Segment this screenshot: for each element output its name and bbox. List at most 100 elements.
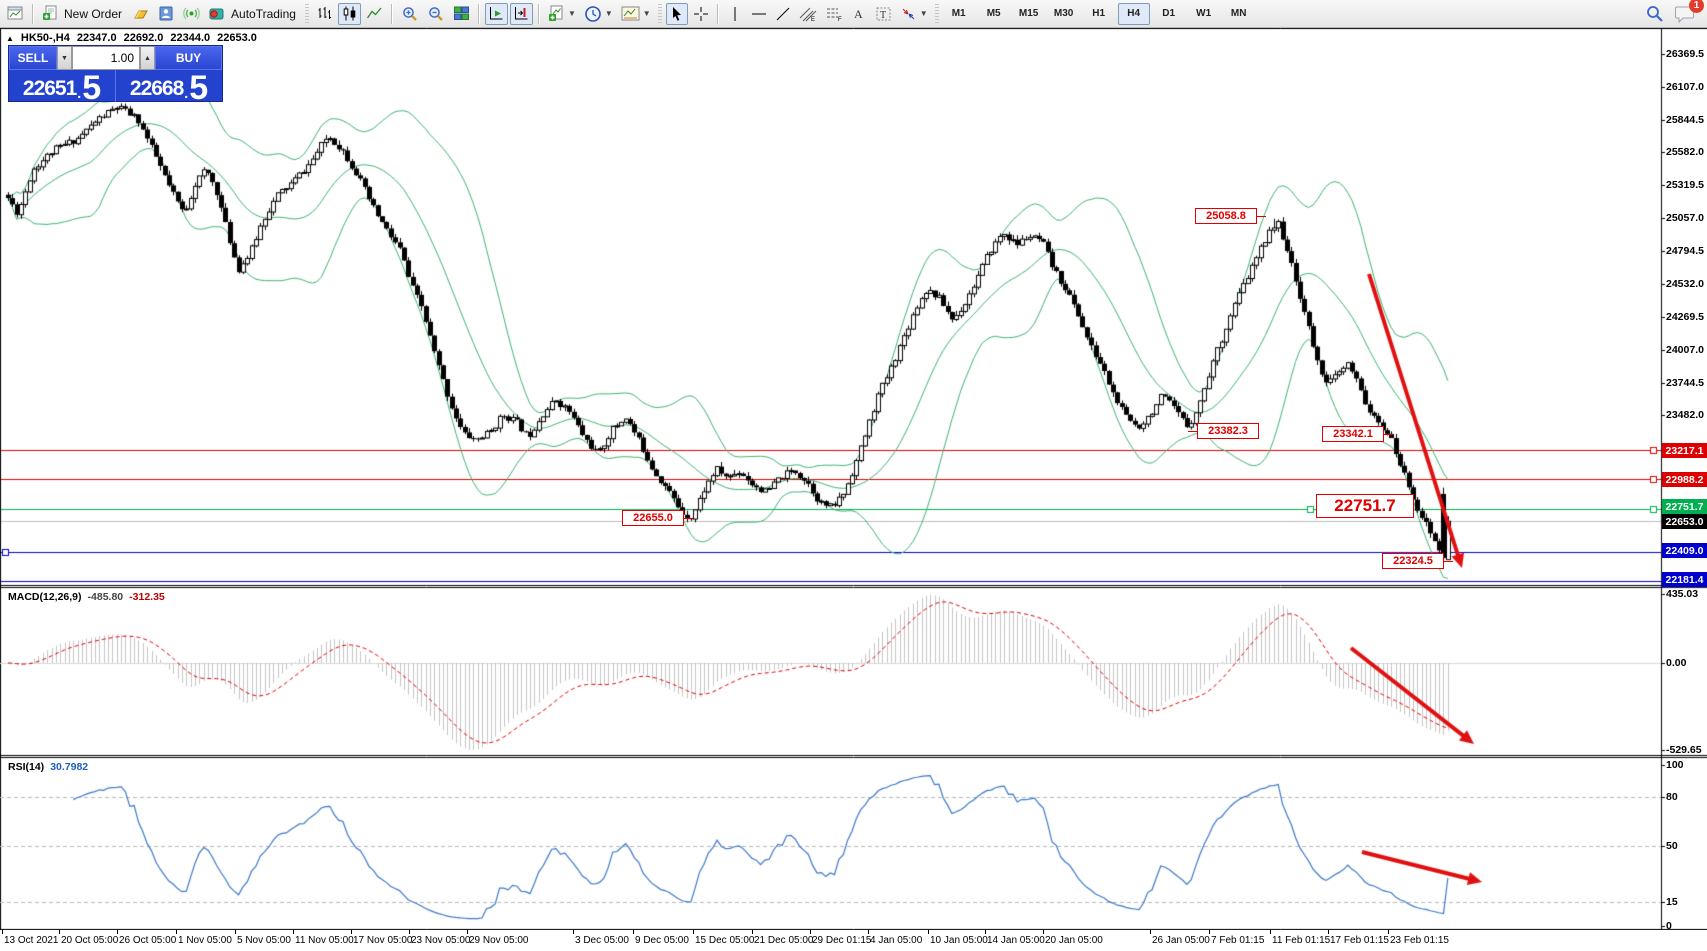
price-tag: 22751.7 <box>1662 499 1707 514</box>
line-chart-icon[interactable] <box>363 3 386 25</box>
open-value: 22347.0 <box>76 32 117 44</box>
sell-button[interactable]: SELL <box>9 46 57 70</box>
chart-shift-icon[interactable] <box>509 2 533 25</box>
volume-increase-button[interactable]: ▲ <box>140 46 155 70</box>
timeframe-button-d1[interactable]: D1 <box>1162 8 1176 19</box>
new-order-label: New Order <box>64 6 123 21</box>
toolbar-drag-handle[interactable] <box>657 3 662 24</box>
autotrading-button[interactable]: AutoTrading <box>205 3 301 25</box>
timeframe-button-h4[interactable]: H4 <box>1117 2 1150 25</box>
macd-axis-tick: 0.00 <box>1666 657 1687 669</box>
buy-price[interactable]: 22668 . 5 <box>116 69 222 107</box>
timeframe-button-w1[interactable]: W1 <box>1196 8 1212 19</box>
new-order-button[interactable]: New Order <box>39 3 127 25</box>
new-chart-icon[interactable] <box>4 3 27 25</box>
vertical-line-icon[interactable] <box>724 3 746 25</box>
time-axis-label: 13 Oct 2021 <box>4 935 59 946</box>
trade-panel-top-row: SELL ▼ 1.00 ▲ BUY <box>9 46 222 70</box>
timeframe-button-m15[interactable]: M15 <box>1018 8 1039 19</box>
chat-icon[interactable]: 1 <box>1674 0 1704 23</box>
time-axis-tick <box>2 930 3 934</box>
signal-icon[interactable] <box>180 3 203 25</box>
macd-value: -485.80 <box>87 591 124 603</box>
buy-price-fraction: 5 <box>189 69 209 107</box>
y-axis-tick: 24532.0 <box>1666 278 1704 290</box>
tile-windows-icon[interactable] <box>450 3 473 25</box>
indicators-icon <box>548 5 565 22</box>
text-icon[interactable]: A <box>848 3 870 25</box>
time-axis-label: 11 Nov 05:00 <box>295 935 354 946</box>
zoom-in-icon[interactable] <box>398 3 422 25</box>
time-axis-label: 1 Nov 05:00 <box>178 935 232 946</box>
buy-button[interactable]: BUY <box>155 46 222 70</box>
price-annotation[interactable]: 23342.1 <box>1322 426 1393 442</box>
annotation-connector <box>1384 434 1393 435</box>
cursor-icon[interactable] <box>665 2 688 25</box>
price-annotation[interactable]: 22751.7 <box>1316 494 1414 518</box>
time-axis-label: 4 Jan 05:00 <box>870 935 923 946</box>
price-annotation[interactable]: 22324.5 <box>1382 553 1453 569</box>
volume-input[interactable]: 1.00 <box>72 46 140 70</box>
y-axis-tick: 24269.5 <box>1666 311 1704 323</box>
time-axis-label: 26 Jan 05:00 <box>1152 935 1210 946</box>
notification-badge[interactable]: 1 <box>1689 0 1704 13</box>
high-value: 22692.0 <box>123 32 164 44</box>
periods-button[interactable]: ▼ <box>581 3 616 25</box>
candlestick-chart-icon[interactable] <box>337 2 361 25</box>
auto-scroll-icon[interactable] <box>484 2 508 25</box>
text-label-icon[interactable]: T <box>872 3 895 25</box>
price-annotation[interactable]: 23382.3 <box>1188 423 1259 439</box>
time-axis-tick <box>752 930 753 934</box>
trendline-icon[interactable] <box>772 3 794 25</box>
bar-chart-icon[interactable] <box>313 3 336 25</box>
y-axis-tick: 24794.5 <box>1666 245 1704 257</box>
crosshair-icon[interactable] <box>690 3 712 25</box>
templates-button[interactable]: ▼ <box>618 3 654 25</box>
sell-price-fraction: 5 <box>82 69 102 107</box>
price-tag: 22409.0 <box>1662 543 1707 558</box>
toolbar-drag-handle[interactable] <box>934 3 939 24</box>
sell-price[interactable]: 22651 . 5 <box>9 69 115 107</box>
volume-decrease-button[interactable]: ▼ <box>57 46 72 70</box>
toolbar-drag-handle[interactable] <box>304 3 309 24</box>
timeframe-button-mn[interactable]: MN <box>1230 8 1247 19</box>
y-axis-tick: 25844.5 <box>1666 114 1704 126</box>
profile-icon[interactable] <box>155 3 178 25</box>
time-axis-tick <box>868 930 869 934</box>
time-axis-tick <box>928 930 929 934</box>
price-tag: 22653.0 <box>1662 514 1707 529</box>
clock-icon <box>584 5 602 23</box>
chart-canvas[interactable] <box>0 28 1707 930</box>
rsi-axis-tick: 0 <box>1666 920 1672 932</box>
timeframe-button-m5[interactable]: M5 <box>986 8 1001 19</box>
time-axis: 13 Oct 2021 20 Oct 05:00 26 Oct 05:00 1 Nov… <box>0 930 1707 951</box>
channel-icon[interactable]: E <box>796 3 820 25</box>
macd-axis-tick: -529.65 <box>1666 744 1702 756</box>
gold-icon[interactable] <box>129 3 153 25</box>
rsi-axis-tick: 80 <box>1666 791 1678 803</box>
fibonacci-icon[interactable]: F <box>822 3 846 25</box>
y-axis-tick: 26369.5 <box>1666 48 1704 60</box>
indicators-button[interactable]: ▼ <box>545 3 579 25</box>
price-annotation[interactable]: 25058.8 <box>1195 208 1266 224</box>
y-axis-tick: 24007.0 <box>1666 344 1704 356</box>
symbol-period: HK50-,H4 <box>20 32 70 44</box>
autotrading-icon <box>208 6 226 22</box>
timeframe-button-h1[interactable]: H1 <box>1092 8 1106 19</box>
timeframe-button-m1[interactable]: M1 <box>951 8 966 19</box>
annotation-connector <box>1257 216 1266 217</box>
price-annotation[interactable]: 22655.0 <box>622 510 693 526</box>
y-axis-tick: 25582.0 <box>1666 146 1704 158</box>
time-axis-tick <box>235 930 236 934</box>
timeframe-button-m30[interactable]: M30 <box>1053 8 1074 19</box>
time-axis-label: 7 Feb 01:15 <box>1211 935 1265 946</box>
toolbar-separator <box>32 3 34 24</box>
arrows-button[interactable]: ▼ <box>897 3 931 25</box>
horizontal-line-icon[interactable] <box>748 3 770 25</box>
search-icon[interactable] <box>1645 4 1664 23</box>
annotation-connector <box>1188 431 1197 432</box>
zoom-out-icon[interactable] <box>424 3 448 25</box>
time-axis-tick <box>810 930 811 934</box>
price-tag: 22988.2 <box>1662 472 1707 487</box>
y-axis-tick: 25057.0 <box>1666 212 1704 224</box>
